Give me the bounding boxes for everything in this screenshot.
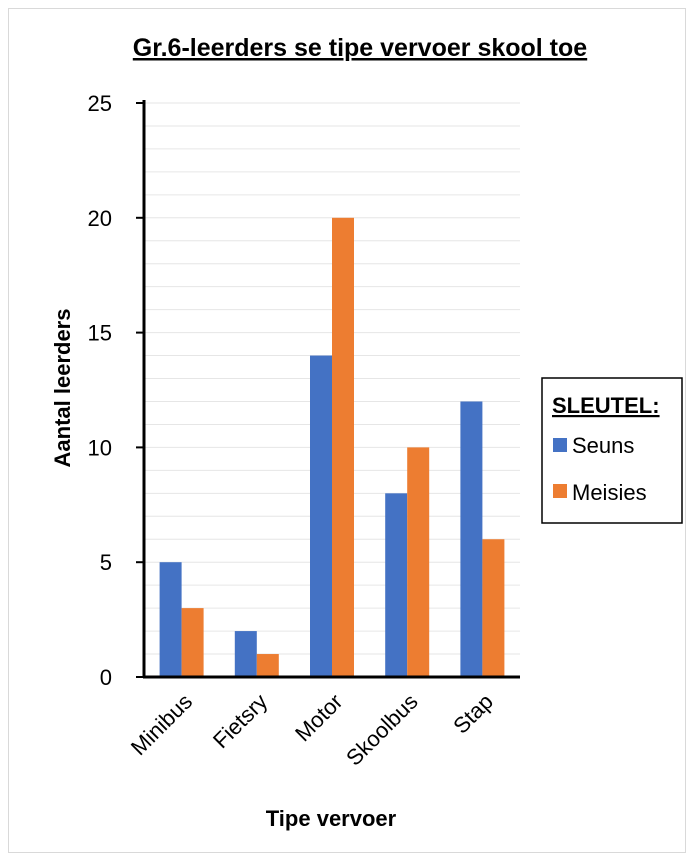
legend-swatch-seuns (553, 438, 567, 452)
legend: SLEUTEL: Seuns Meisies (541, 377, 683, 524)
legend-swatch-meisies (553, 484, 567, 498)
x-tick-label: Skoolbus (341, 689, 423, 771)
x-axis-title: Tipe vervoer (266, 806, 397, 831)
legend-label-seuns: Seuns (572, 433, 634, 458)
x-tick-label: Stap (448, 689, 498, 739)
bar-meisies-motor (332, 217, 354, 678)
legend-label-meisies: Meisies (572, 480, 647, 505)
bars (159, 217, 505, 678)
bar-meisies-skoolbus (407, 447, 430, 677)
y-tick-label: 0 (100, 665, 112, 690)
legend-title: SLEUTEL: (552, 393, 660, 418)
bar-seuns-minibus (159, 562, 182, 677)
x-tick-label: Motor (290, 689, 347, 746)
y-axis-title: Aantal leerders (50, 309, 75, 468)
bar-meisies-stap (482, 539, 505, 677)
bar-seuns-skoolbus (385, 493, 408, 677)
bar-seuns-stap (460, 401, 483, 677)
bar-meisies-minibus (181, 608, 204, 677)
bar-seuns-fietsry (234, 631, 257, 677)
y-tick-label: 10 (88, 435, 112, 460)
y-tick-label: 25 (88, 91, 112, 116)
bar-meisies-fietsry (256, 654, 279, 677)
bar-seuns-motor (310, 355, 332, 677)
chart-title: Gr.6-leerders se tipe vervoer skool toe (133, 34, 587, 62)
y-tick-labels: 0 5 10 15 20 25 (88, 91, 144, 690)
y-tick-label: 15 (88, 321, 112, 346)
y-tick-label: 5 (100, 550, 112, 575)
y-tick-label: 20 (88, 206, 112, 231)
x-tick-label: Fietsry (208, 689, 272, 753)
x-tick-label: Minibus (126, 689, 197, 760)
